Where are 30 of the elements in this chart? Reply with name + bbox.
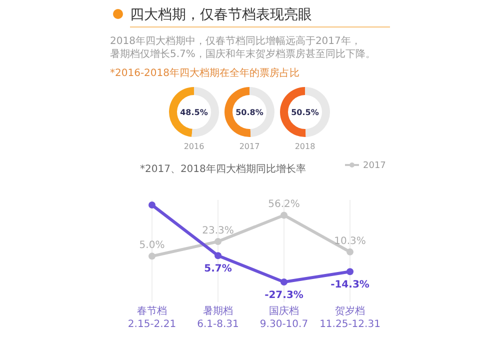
point [214, 238, 222, 246]
point [280, 278, 288, 286]
data-label: 50.5% [291, 108, 319, 117]
data-label: 10.3% [334, 236, 366, 247]
x-tick-label: 国庆档 9.30-10.7 [260, 305, 308, 330]
text: 2016 [184, 142, 204, 151]
text: 四大档期，仅春节档表现亮眼 [130, 7, 312, 23]
data-label: 23.3% [202, 226, 234, 237]
point [148, 252, 156, 260]
data-label: 50.8% [236, 108, 264, 117]
chart-title: *2017、2018年四大档期同比增长率 [140, 163, 306, 175]
x-tick-label: 暑期档 6.1-8.31 [197, 305, 239, 330]
data-label: 5.0% [139, 240, 165, 252]
point [346, 268, 354, 276]
point [280, 212, 288, 219]
text: 2018年四大档期中，仅春节档同比增幅远高于2017年，暑期档仅增长5.7%，国庆和年末贺岁档票房甚至同比下降。 [110, 35, 376, 60]
text: 2018 [294, 142, 316, 151]
point [346, 248, 354, 256]
x-tick-label: 贺岁档 11.25-12.31 [320, 305, 380, 330]
point [148, 202, 156, 208]
data-label: -14.3% [330, 280, 370, 291]
legend-label: 2017 [363, 161, 386, 171]
data-label: 56.2% [268, 199, 300, 210]
x-tick-label: 春节档 2.15-2.21 [128, 305, 176, 330]
text: *2016-2018年四大档期在全年的票房占比 [110, 67, 300, 79]
data-label: 5.7% [204, 264, 232, 275]
data-label: -27.3% [264, 290, 304, 301]
data-label: 48.5% [180, 108, 208, 117]
text: 2017 [239, 142, 260, 151]
point [214, 252, 222, 260]
